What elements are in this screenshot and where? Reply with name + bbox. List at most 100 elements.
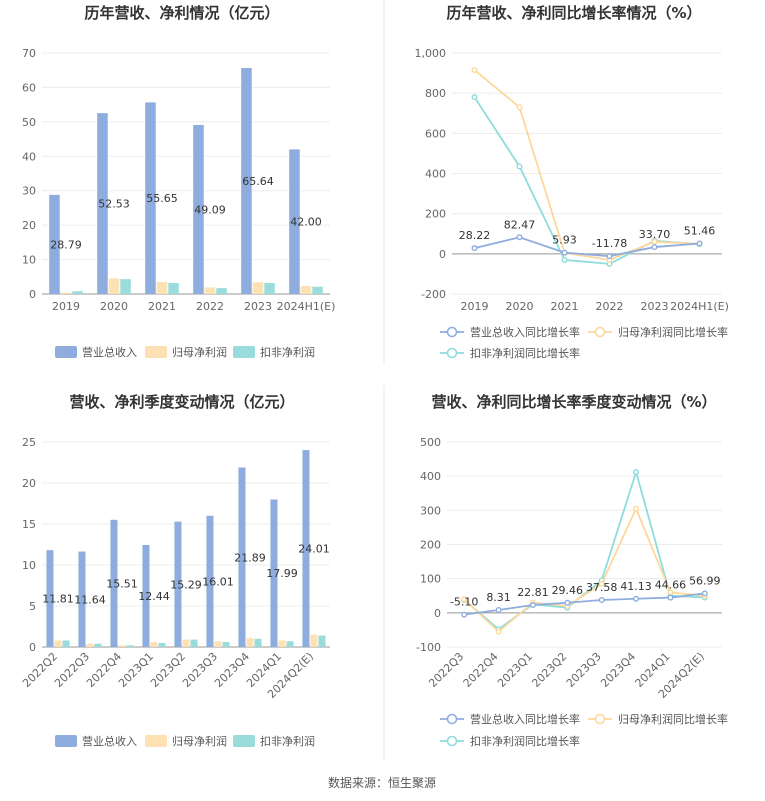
y-tick-label: 600	[425, 127, 446, 140]
bar-3	[120, 279, 131, 294]
legend-swatch	[55, 735, 77, 747]
bar-1	[46, 550, 54, 647]
bar-1	[110, 519, 118, 647]
data-label: 44.66	[655, 579, 687, 592]
legend-label: 扣非净利润同比增长率	[470, 734, 580, 748]
bar-3	[312, 286, 323, 294]
chart-title: 历年营收、净利情况（亿元）	[84, 4, 279, 22]
y-tick-label: 200	[425, 208, 446, 221]
x-tick-label: 2023Q2	[529, 650, 569, 690]
x-tick-label: 2023Q3	[564, 650, 604, 690]
series-line-1	[464, 592, 705, 616]
series-line-1	[474, 236, 700, 258]
data-point	[633, 505, 640, 512]
x-tick-label: 2022	[196, 300, 224, 313]
legend-label: 归母净利润同比增长率	[618, 712, 728, 726]
data-point	[495, 606, 502, 613]
data-label: 21.89	[234, 551, 266, 564]
x-tick-label: 2019	[52, 300, 80, 313]
data-label: 56.99	[689, 574, 721, 587]
y-tick-label: 20	[22, 477, 36, 490]
bar-3	[62, 640, 70, 647]
bar-2	[252, 282, 264, 294]
bar-2	[182, 639, 190, 647]
bar-1	[174, 521, 182, 647]
x-tick-label: 2021	[148, 300, 176, 313]
data-point	[651, 244, 658, 251]
data-label: 12.44	[138, 590, 170, 603]
data-label: 52.53	[98, 198, 130, 211]
data-point	[598, 580, 605, 587]
growth-rate-annual-chart: -200 0 200 400 600 800 1,000 28.22 82.47 5.93 -11.…	[415, 47, 729, 360]
data-label: 28.79	[50, 238, 82, 251]
data-label: 37.58	[586, 581, 618, 594]
data-point	[516, 163, 523, 170]
data-point	[529, 602, 536, 609]
data-label: 55.65	[146, 192, 178, 205]
bar-2	[54, 640, 62, 647]
data-label: -11.78	[592, 237, 627, 250]
y-tick-label: 10	[22, 559, 36, 572]
bar-2	[118, 645, 126, 647]
data-point	[701, 590, 708, 597]
bar-1	[238, 467, 246, 647]
series-line-2	[463, 506, 705, 633]
legend-label: 归母净利润	[172, 345, 227, 359]
y-tick-label: 0	[434, 607, 441, 620]
x-tick-label: 2023	[244, 300, 272, 313]
legend-label: 营业总收入	[82, 734, 137, 748]
y-tick-label: -200	[421, 288, 446, 301]
bar-3	[126, 645, 134, 647]
data-point	[633, 469, 640, 476]
data-point	[561, 249, 568, 256]
data-label: 17.99	[266, 567, 298, 580]
bar-3	[286, 641, 294, 647]
y-tick-label: 400	[425, 168, 446, 181]
bar-3	[94, 643, 102, 647]
legend-label: 扣非净利润同比增长率	[470, 346, 580, 360]
data-label: 24.01	[298, 543, 330, 556]
y-tick-label: 70	[22, 47, 36, 60]
y-tick-label: 20	[22, 219, 36, 232]
bar-3	[216, 288, 227, 294]
legend-label: 营业总收入同比增长率	[470, 325, 580, 339]
bar-3	[72, 291, 83, 294]
y-tick-label: -100	[416, 641, 441, 654]
chart-title: 历年营收、净利同比增长率情况（%）	[446, 4, 701, 22]
bar-3	[158, 642, 166, 647]
legend-swatch	[233, 735, 255, 747]
x-tick-label: 2020	[100, 300, 128, 313]
chart-title: 营收、净利季度变动情况（亿元）	[69, 393, 294, 411]
data-label: 5.93	[552, 234, 577, 247]
data-label: 82.47	[504, 218, 536, 231]
y-tick-label: 0	[29, 641, 36, 654]
bar-1	[270, 499, 278, 647]
y-tick-label: 1,000	[415, 47, 447, 60]
bar-2	[150, 642, 158, 647]
data-point	[516, 234, 523, 241]
x-tick-label: 2024H1(E)	[277, 300, 336, 313]
data-label: 15.29	[170, 578, 202, 591]
bar-2	[60, 292, 72, 294]
y-tick-label: 200	[420, 539, 441, 552]
y-tick-label: 400	[420, 470, 441, 483]
data-source: 数据来源：恒生聚源	[328, 775, 436, 790]
data-label: 28.22	[459, 229, 491, 242]
bar-1	[145, 102, 156, 294]
data-label: -5.10	[450, 596, 478, 609]
bar-1	[241, 68, 252, 294]
x-tick-label: 2021	[551, 300, 579, 313]
legend-label: 归母净利润同比增长率	[618, 325, 728, 339]
data-label: 16.01	[202, 575, 234, 588]
data-point	[633, 595, 640, 602]
y-tick-label: 15	[22, 518, 36, 531]
data-label: 11.64	[74, 593, 106, 606]
legend-swatch	[145, 735, 167, 747]
bar-2	[310, 634, 318, 647]
y-tick-label: 300	[420, 504, 441, 517]
series-line-3	[463, 468, 705, 631]
bar-2	[156, 281, 168, 294]
legend-label: 归母净利润	[172, 734, 227, 748]
data-label: 51.46	[684, 224, 716, 237]
series-line-2	[473, 69, 700, 261]
